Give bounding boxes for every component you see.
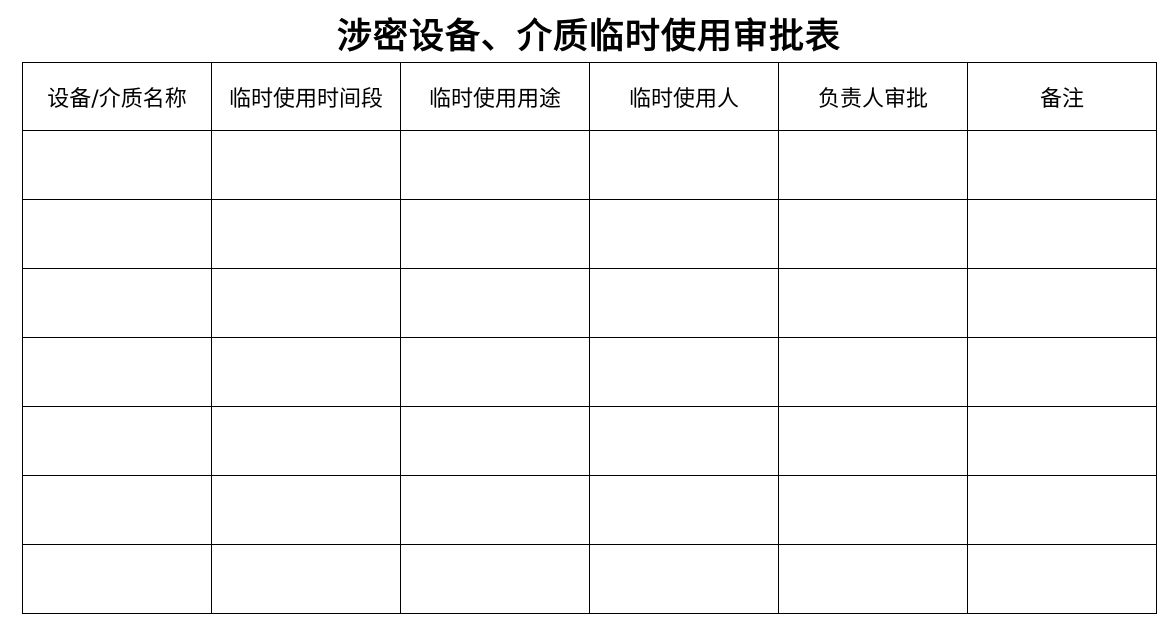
table-cell[interactable] <box>967 544 1157 614</box>
table-cell[interactable] <box>589 268 779 338</box>
table-cell[interactable] <box>778 475 968 545</box>
table-cell[interactable] <box>211 475 401 545</box>
table-row <box>22 337 1157 407</box>
table-header-row: 设备/介质名称 临时使用时间段 临时使用用途 临时使用人 负责人审批 备注 <box>22 62 1157 131</box>
table-cell[interactable] <box>967 268 1157 338</box>
table-cell[interactable] <box>778 268 968 338</box>
table-cell[interactable] <box>589 337 779 407</box>
table-cell[interactable] <box>400 544 590 614</box>
table-cell[interactable] <box>778 130 968 200</box>
table-cell[interactable] <box>400 199 590 269</box>
table-cell[interactable] <box>22 268 212 338</box>
table-cell[interactable] <box>589 199 779 269</box>
table-row <box>22 268 1157 338</box>
table-row <box>22 199 1157 269</box>
table-row <box>22 544 1157 614</box>
table-cell[interactable] <box>589 130 779 200</box>
table-cell[interactable] <box>22 130 212 200</box>
table-cell[interactable] <box>967 199 1157 269</box>
header-approval: 负责人审批 <box>778 62 968 131</box>
table-cell[interactable] <box>211 544 401 614</box>
table-cell[interactable] <box>211 130 401 200</box>
header-remarks: 备注 <box>967 62 1157 131</box>
table-cell[interactable] <box>211 268 401 338</box>
table-cell[interactable] <box>211 199 401 269</box>
table-cell[interactable] <box>22 337 212 407</box>
table-cell[interactable] <box>778 199 968 269</box>
table-cell[interactable] <box>589 475 779 545</box>
table-cell[interactable] <box>22 475 212 545</box>
table-row <box>22 475 1157 545</box>
table-cell[interactable] <box>967 406 1157 476</box>
table-cell[interactable] <box>22 199 212 269</box>
header-device-name: 设备/介质名称 <box>22 62 212 131</box>
table-cell[interactable] <box>22 544 212 614</box>
table-cell[interactable] <box>400 130 590 200</box>
table-cell[interactable] <box>778 406 968 476</box>
table-cell[interactable] <box>211 406 401 476</box>
approval-table: 设备/介质名称 临时使用时间段 临时使用用途 临时使用人 负责人审批 备注 <box>22 62 1157 614</box>
page-title: 涉密设备、介质临时使用审批表 <box>336 16 841 57</box>
table-cell[interactable] <box>589 544 779 614</box>
table-cell[interactable] <box>22 406 212 476</box>
table-cell[interactable] <box>778 337 968 407</box>
table-cell[interactable] <box>400 337 590 407</box>
header-time-period: 临时使用时间段 <box>211 62 401 131</box>
header-purpose: 临时使用用途 <box>400 62 590 131</box>
table-cell[interactable] <box>211 337 401 407</box>
table-cell[interactable] <box>400 268 590 338</box>
table-row <box>22 130 1157 200</box>
table-cell[interactable] <box>967 130 1157 200</box>
table-cell[interactable] <box>778 544 968 614</box>
table-row <box>22 406 1157 476</box>
header-user: 临时使用人 <box>589 62 779 131</box>
table-cell[interactable] <box>967 337 1157 407</box>
table-cell[interactable] <box>400 475 590 545</box>
table-cell[interactable] <box>967 475 1157 545</box>
table-cell[interactable] <box>400 406 590 476</box>
table-cell[interactable] <box>589 406 779 476</box>
